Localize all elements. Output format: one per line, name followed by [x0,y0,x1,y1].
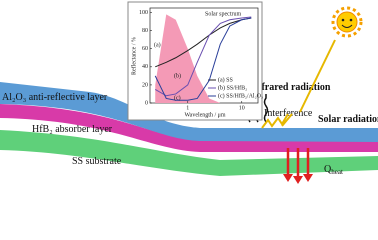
interference-zigzag [261,113,293,129]
absorber-label: HfB₂ absorber layer [32,124,113,135]
absorber-shape [0,104,378,152]
heat-arrows [286,148,310,178]
sun [331,6,363,38]
heat-arrowheads [283,174,313,184]
y-tick-label: 60 [142,46,148,52]
top-layer-label: Al₂O₃ anti-reflective layer [2,92,108,103]
curve-label: (b) [174,72,181,79]
reflectance-curve [154,17,252,101]
y-tick-label: 40 [142,64,148,70]
curve-label: (c) [174,94,181,101]
y-tick-label: 80 [142,28,148,34]
curve-label: (a) [154,41,161,48]
top-layer-shape [0,82,378,142]
x-tick-label: 10 [239,105,245,111]
q-sub: heat [331,168,343,176]
interference-label: Interference [264,108,313,119]
substrate-label: SS substrate [72,156,122,167]
solar-label: Solar radiation [318,114,378,125]
ss-substrate-shape [0,130,378,176]
x-tick-label: 1 [186,105,189,111]
legend-label: (c) SS/HfB₂/Al₂O₃ [218,92,263,99]
infrared-label: Infrared radiation [252,82,331,93]
solar-ray [299,39,336,113]
reflectance-curve [155,17,252,68]
x-axis-label: Wavelength / μm [184,112,225,118]
solar-spectrum [155,14,252,103]
legend-solar: Solar spectrum [205,11,241,17]
y-axis-label: Reflectance / % [130,37,137,75]
reflectance-curve [154,16,252,97]
q-label: Qheat [324,164,343,176]
q: Q [324,164,332,175]
legend-label: (b) SS/HfB₂ [218,84,247,91]
y-tick-label: 20 [142,82,148,88]
y-tick-label: 0 [145,100,148,106]
figure: Al₂O₃ anti-reflective layer HfB₂ absorbe… [0,1,378,184]
legend-label: (a) SS [218,76,233,83]
y-tick-label: 100 [139,10,148,16]
